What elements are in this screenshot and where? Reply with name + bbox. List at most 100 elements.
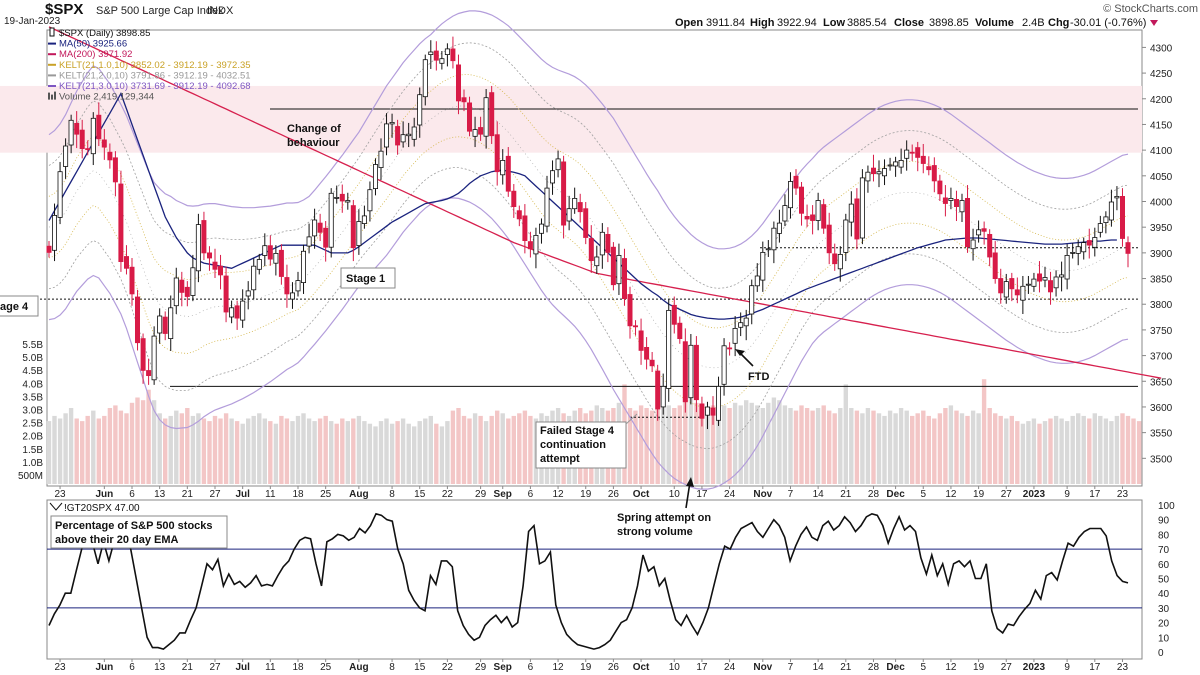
price-date-label: 18	[292, 489, 304, 500]
volume-bar	[373, 426, 378, 484]
volume-bar	[948, 405, 954, 484]
volume-bar	[1053, 415, 1059, 484]
candle-body	[821, 204, 827, 229]
candle-body	[644, 346, 650, 360]
legend-entry: MA(50) 3925.66	[59, 39, 127, 50]
volume-bar	[201, 418, 207, 484]
volume-bar	[1004, 418, 1009, 484]
candle-body	[1053, 276, 1059, 289]
volume-bar	[439, 426, 445, 484]
volume-bar	[212, 415, 218, 484]
index-name: S&P 500 Large Cap Index	[96, 5, 224, 17]
volume-bar	[157, 413, 162, 484]
candle-body	[439, 58, 445, 64]
price-date-label: 17	[1089, 489, 1101, 500]
volume-tick-label: 4.0B	[22, 379, 43, 390]
keltner-lower-3	[48, 197, 1129, 490]
candle-body	[810, 214, 816, 221]
failed-stage4-pointer	[625, 413, 638, 425]
annotation-change-line2: behaviour	[287, 137, 340, 149]
volume-bar	[760, 408, 765, 484]
candle-body	[544, 187, 550, 227]
volume-bar	[506, 418, 511, 484]
candle-body	[854, 198, 860, 240]
volume-bar	[329, 421, 334, 484]
candle-body	[312, 219, 318, 237]
indicator-date-label: 11	[265, 662, 276, 673]
candle-body	[931, 165, 937, 182]
candle-body	[655, 370, 661, 410]
legend-entry: KELT(21,2.0,10) 3791.86 - 3912.19 - 4032…	[59, 70, 251, 81]
candle-body	[129, 266, 135, 295]
volume-bar	[472, 413, 478, 484]
stage4-box	[0, 295, 39, 317]
volume-bar	[749, 402, 754, 484]
low-value: 3885.54	[847, 17, 887, 29]
candle-body	[583, 208, 589, 238]
low-label: Low	[823, 17, 845, 29]
volume-bar	[1015, 421, 1020, 484]
candle-body	[1081, 242, 1087, 253]
indicator-date-label: 15	[414, 662, 426, 673]
stockcharts-logo: © StockCharts.com	[1103, 3, 1198, 15]
volume-tick-label: 1.5B	[22, 445, 43, 456]
volume-bar	[954, 410, 959, 484]
candle-body	[367, 189, 373, 212]
price-date-label: 5	[920, 489, 926, 500]
volume-tick-label: 5.0B	[22, 353, 43, 364]
volume-tick-label: 5.5B	[22, 340, 43, 351]
price-date-label: 23	[55, 489, 67, 500]
candle-body	[206, 252, 212, 259]
price-date-label: Dec	[886, 489, 905, 500]
candle-body	[395, 126, 401, 146]
price-date-label: 29	[475, 489, 487, 500]
volume-bar	[400, 418, 406, 484]
candle-body	[666, 309, 672, 389]
candle-body	[52, 214, 58, 251]
volume-bar	[290, 421, 295, 484]
candle-body	[776, 222, 782, 234]
volume-axis: 500M 1.0B 1.5B 2.0B 2.5B 3.0B 3.5B 4.0B 4.5B 5.0B…	[18, 340, 43, 482]
candle-body	[295, 280, 301, 292]
indicator-date-label: 8	[389, 662, 395, 673]
candle-body	[107, 151, 113, 161]
volume-bar	[495, 410, 500, 484]
candle-body	[1042, 277, 1048, 281]
volume-bar	[367, 423, 373, 484]
volume-bar	[284, 418, 290, 484]
volume-bar	[699, 405, 705, 484]
indicator-tick-label: 0	[1158, 648, 1164, 659]
candle-body	[992, 252, 998, 279]
chg-value: -30.01 (-0.76%)	[1070, 17, 1146, 29]
candle-body	[1059, 274, 1065, 278]
oscillator-layer: 0 10 20 30 40 50 60 70 80 90 100	[47, 501, 1175, 659]
volume-bar	[445, 421, 450, 484]
candle-body	[942, 197, 948, 204]
legend-entry: Volume 2,419,129,344	[59, 92, 154, 103]
volume-bar	[965, 415, 970, 484]
high-label: High	[750, 17, 775, 29]
price-tick-label: 3800	[1150, 300, 1173, 311]
candle-body	[765, 248, 771, 251]
candle-body	[760, 251, 766, 281]
volume-bar	[52, 415, 57, 484]
volume-bar	[843, 384, 848, 484]
volume-layer	[46, 379, 1142, 484]
volume-bar	[46, 421, 52, 484]
volume-bar	[987, 408, 992, 484]
candle-body	[682, 341, 688, 403]
volume-bar	[976, 413, 981, 484]
candle-body	[124, 256, 130, 269]
candle-body	[622, 258, 628, 299]
volume-bar	[351, 418, 356, 484]
ma50-line	[48, 92, 1117, 320]
volume-bar	[810, 410, 815, 484]
price-date-label: 8	[389, 489, 395, 500]
volume-bar	[788, 408, 793, 484]
volume-bar	[257, 413, 262, 484]
candle-body	[616, 254, 622, 285]
candle-body	[328, 192, 334, 248]
volume-bar	[1098, 415, 1103, 484]
indicator-caption-box	[50, 515, 228, 549]
volume-bar	[68, 408, 74, 484]
